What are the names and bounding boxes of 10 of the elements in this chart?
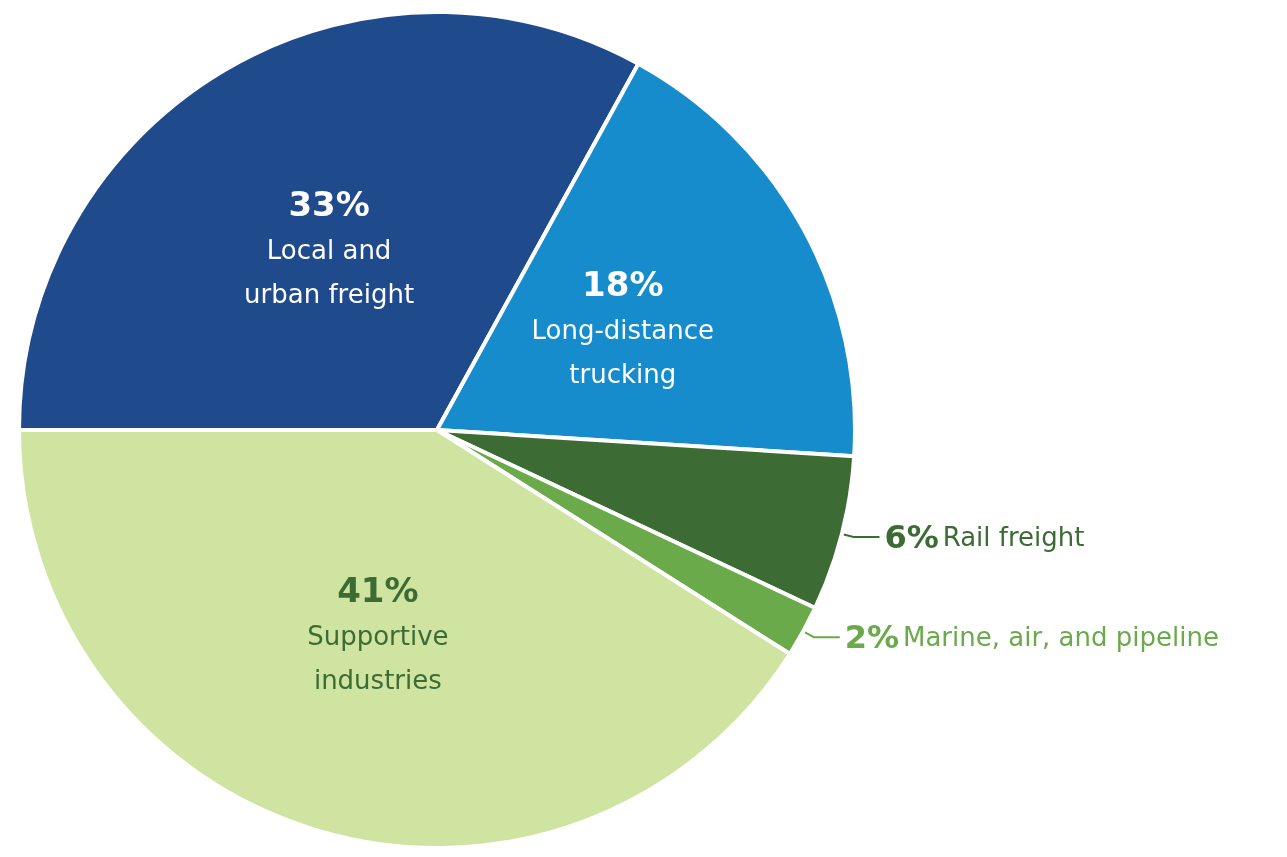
slice-label: Marine, air, and pipeline xyxy=(902,622,1219,653)
slice-label: Long-distance trucking xyxy=(531,314,715,389)
slice-label: Rail freight xyxy=(942,521,1085,552)
data-label: 18% xyxy=(582,263,664,304)
data-label: 33% xyxy=(288,183,370,224)
data-label: 41% xyxy=(337,569,419,610)
slice-label: Local and urban freight xyxy=(244,234,415,309)
data-label: 2% xyxy=(844,618,900,657)
data-label: 6% xyxy=(884,517,939,556)
slice-label: Supportive industries xyxy=(307,620,449,695)
